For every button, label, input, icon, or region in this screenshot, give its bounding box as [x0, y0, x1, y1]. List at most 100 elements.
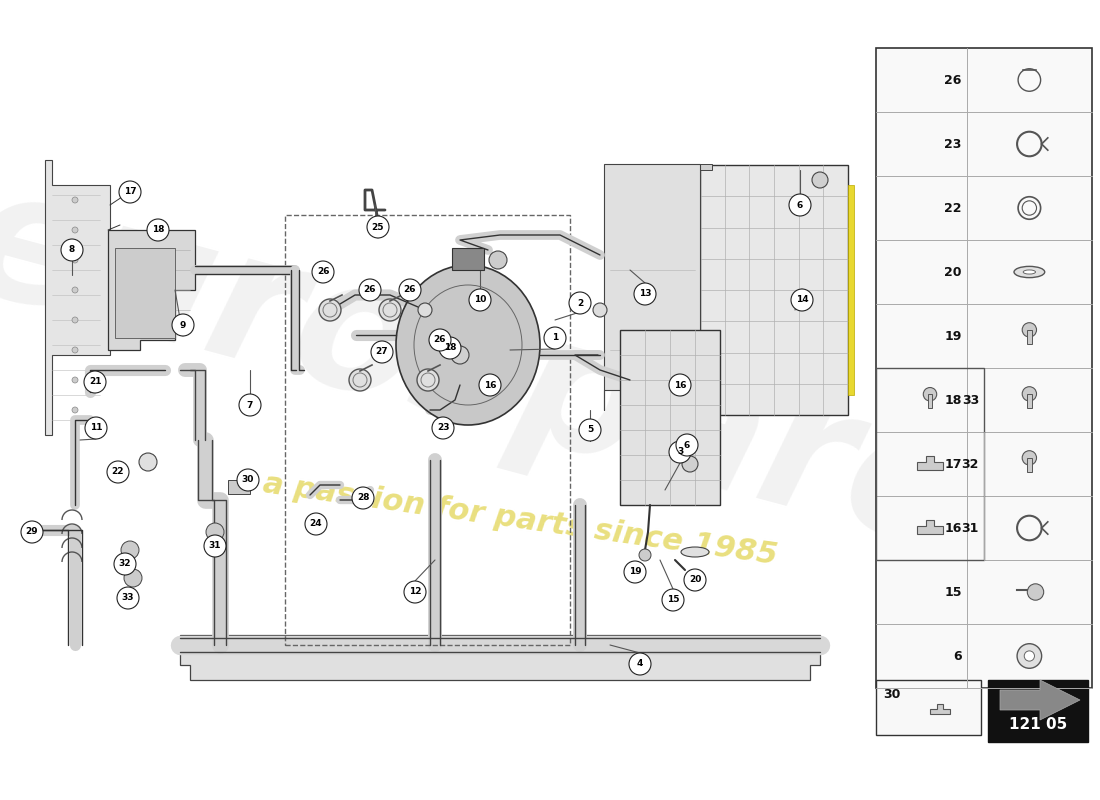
Circle shape — [569, 292, 591, 314]
Circle shape — [206, 523, 224, 541]
Circle shape — [114, 553, 136, 575]
Circle shape — [490, 251, 507, 269]
Text: 6: 6 — [684, 441, 690, 450]
Text: 33: 33 — [122, 594, 134, 602]
Circle shape — [812, 172, 828, 188]
Bar — [620, 330, 721, 505]
Text: 15: 15 — [667, 595, 680, 605]
Circle shape — [789, 194, 811, 216]
Circle shape — [669, 374, 691, 396]
Text: 17: 17 — [944, 458, 961, 470]
Text: 26: 26 — [433, 335, 447, 345]
Text: 32: 32 — [961, 458, 979, 470]
Circle shape — [544, 327, 566, 349]
Text: 6: 6 — [953, 650, 961, 662]
Text: 26: 26 — [317, 267, 329, 277]
Circle shape — [1027, 584, 1044, 600]
Circle shape — [923, 387, 937, 401]
Circle shape — [439, 337, 461, 359]
Text: 10: 10 — [474, 295, 486, 305]
Text: 8: 8 — [69, 246, 75, 254]
Circle shape — [1022, 386, 1036, 401]
Circle shape — [791, 289, 813, 311]
Bar — [876, 48, 1092, 688]
Text: 121 05: 121 05 — [1009, 717, 1067, 732]
Text: 26: 26 — [364, 286, 376, 294]
Text: 15: 15 — [944, 586, 961, 598]
Bar — [876, 368, 984, 560]
Text: 1: 1 — [552, 334, 558, 342]
Text: 13: 13 — [639, 290, 651, 298]
Text: 4: 4 — [637, 659, 644, 669]
Circle shape — [236, 469, 258, 491]
Circle shape — [1024, 651, 1034, 661]
Polygon shape — [698, 400, 712, 415]
Polygon shape — [180, 635, 819, 680]
Circle shape — [72, 287, 78, 293]
Circle shape — [349, 369, 371, 391]
Circle shape — [72, 347, 78, 353]
Bar — [228, 480, 250, 494]
Circle shape — [469, 289, 491, 311]
Text: eurospares: eurospares — [0, 152, 1093, 618]
Text: 29: 29 — [25, 527, 39, 537]
Circle shape — [147, 219, 169, 241]
Text: 14: 14 — [795, 295, 808, 305]
Text: 18: 18 — [152, 226, 164, 234]
Circle shape — [117, 587, 139, 609]
Circle shape — [305, 513, 327, 535]
Text: 19: 19 — [944, 330, 961, 342]
Circle shape — [172, 314, 194, 336]
Circle shape — [624, 561, 646, 583]
Ellipse shape — [396, 265, 540, 425]
Circle shape — [239, 394, 261, 416]
Text: 7: 7 — [246, 401, 253, 410]
Bar — [285, 215, 570, 645]
Polygon shape — [604, 164, 700, 415]
Circle shape — [669, 441, 691, 463]
Circle shape — [359, 279, 381, 301]
Circle shape — [379, 299, 401, 321]
Circle shape — [639, 549, 651, 561]
Circle shape — [1022, 322, 1036, 337]
Circle shape — [72, 257, 78, 263]
Bar — [700, 165, 848, 415]
Circle shape — [371, 341, 393, 363]
Circle shape — [119, 181, 141, 203]
Circle shape — [60, 239, 82, 261]
Circle shape — [684, 569, 706, 591]
Text: 31: 31 — [961, 522, 979, 534]
Polygon shape — [108, 230, 195, 350]
Ellipse shape — [1014, 266, 1045, 278]
Circle shape — [662, 589, 684, 611]
Circle shape — [84, 371, 106, 393]
Bar — [876, 680, 981, 735]
Circle shape — [417, 369, 439, 391]
Text: 5: 5 — [587, 426, 593, 434]
Circle shape — [121, 541, 139, 559]
Text: 30: 30 — [242, 475, 254, 485]
Text: 24: 24 — [310, 519, 322, 529]
Circle shape — [72, 197, 78, 203]
Bar — [452, 248, 484, 270]
Text: 17: 17 — [123, 187, 136, 197]
Text: 31: 31 — [209, 542, 221, 550]
Polygon shape — [931, 705, 949, 714]
Circle shape — [478, 374, 500, 396]
Ellipse shape — [681, 547, 710, 557]
Circle shape — [634, 283, 656, 305]
Bar — [1027, 394, 1032, 408]
Text: 18: 18 — [443, 343, 456, 353]
Polygon shape — [698, 164, 712, 182]
Ellipse shape — [1023, 270, 1035, 274]
Text: 2: 2 — [576, 298, 583, 307]
Circle shape — [319, 299, 341, 321]
Text: 16: 16 — [673, 381, 686, 390]
Polygon shape — [916, 456, 944, 470]
Text: 22: 22 — [944, 202, 961, 214]
Text: 18: 18 — [944, 394, 961, 406]
Polygon shape — [1000, 680, 1080, 720]
Circle shape — [72, 317, 78, 323]
Text: 26: 26 — [404, 286, 416, 294]
Polygon shape — [45, 160, 110, 435]
